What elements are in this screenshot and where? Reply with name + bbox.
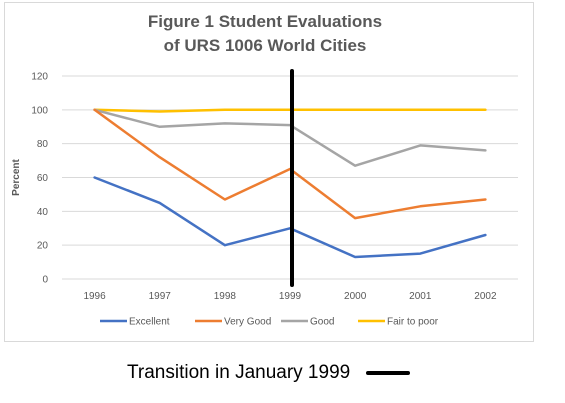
x-tick-label: 1997 <box>149 291 172 302</box>
legend-label: Excellent <box>129 317 170 328</box>
y-tick-label: 120 <box>31 72 48 83</box>
caption-text: Transition in January 1999 <box>127 362 351 383</box>
chart-title-line: Figure 1 Student Evaluations <box>148 12 382 31</box>
x-tick-label: 2000 <box>344 291 367 302</box>
x-tick-label: 1998 <box>214 291 237 302</box>
y-tick-label: 20 <box>37 241 49 252</box>
chart-title-line: of URS 1006 World Cities <box>164 36 367 55</box>
transition-marker-swatch <box>366 371 411 375</box>
x-tick-label: 2002 <box>474 291 497 302</box>
line-chart: Figure 1 Student Evaluations of URS 1006 … <box>11 12 518 328</box>
x-tick-label: 1999 <box>279 291 302 302</box>
x-tick-label: 1996 <box>83 291 106 302</box>
y-tick-label: 100 <box>31 105 48 116</box>
chart-area: Figure 1 Student Evaluations of URS 1006 … <box>4 2 534 342</box>
y-axis-title: Percent <box>11 158 22 195</box>
y-tick-label: 80 <box>37 139 49 150</box>
y-tick-label: 60 <box>37 173 49 184</box>
legend-label: Fair to poor <box>387 317 439 328</box>
legend-label: Very Good <box>224 317 271 328</box>
caption: Transition in January 1999 <box>127 360 411 386</box>
legend-label: Good <box>310 317 334 328</box>
x-tick-label: 2001 <box>409 291 432 302</box>
y-tick-label: 40 <box>37 207 49 218</box>
y-tick-label: 0 <box>42 275 48 286</box>
